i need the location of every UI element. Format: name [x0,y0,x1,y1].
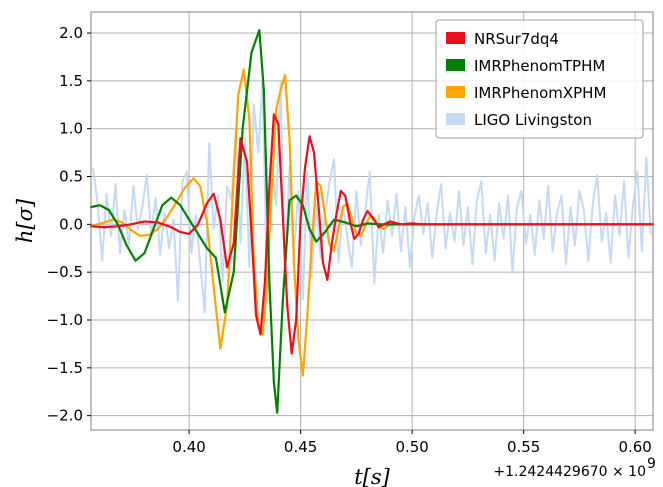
x-offset-exponent: 9 [647,456,656,472]
legend-swatch [446,32,465,44]
series-line-nrsur7dq4 [89,113,655,355]
y-tick-label: 2.0 [59,24,83,42]
y-tick-label: −0.5 [47,263,83,281]
y-axis-title: h[σ] [13,198,37,243]
x-tick-label: 0.60 [618,438,651,456]
plot-frame [90,11,654,431]
legend-box [435,19,644,139]
legend-label: IMRPhenomXPHM [474,84,606,102]
legend-label: IMRPhenomTPHM [474,57,605,75]
legend-swatch [446,113,465,125]
legend-label: LIGO Livingston [474,111,592,129]
x-tick-label: 0.55 [507,438,540,456]
legend-swatch [446,59,465,71]
series-layer [89,29,655,414]
legend-swatch [446,86,465,98]
x-tick-label: 0.40 [172,438,205,456]
y-tick-label: −2.0 [47,407,83,425]
grid [91,12,653,430]
y-tick-label: −1.5 [47,359,83,377]
y-tick-label: 1.5 [59,72,83,90]
series-line-ligo-livingston [92,77,652,314]
legend-label: NRSur7dq4 [474,30,559,48]
x-offset-text: +1.2424429670 × 10 [493,464,646,480]
y-tick-label: −1.0 [47,311,83,329]
legend: NRSur7dq4 IMRPhenomTPHM IMRPhenomXPHM LIGO … [435,19,644,139]
ticks: 0.40 0.45 0.50 0.55 0.60 2.0 1.5 1.0 0.5 0.0 −0.5 −… [47,24,652,456]
x-tick-label: 0.45 [284,438,317,456]
x-offset-label: +1.2424429670 × 10 9 [493,456,656,480]
y-tick-label: 1.0 [59,120,83,138]
x-tick-label: 0.50 [395,438,428,456]
x-axis-title: t[s] [354,465,390,487]
y-tick-label: 0.0 [59,215,83,233]
y-tick-label: 0.5 [59,168,83,186]
